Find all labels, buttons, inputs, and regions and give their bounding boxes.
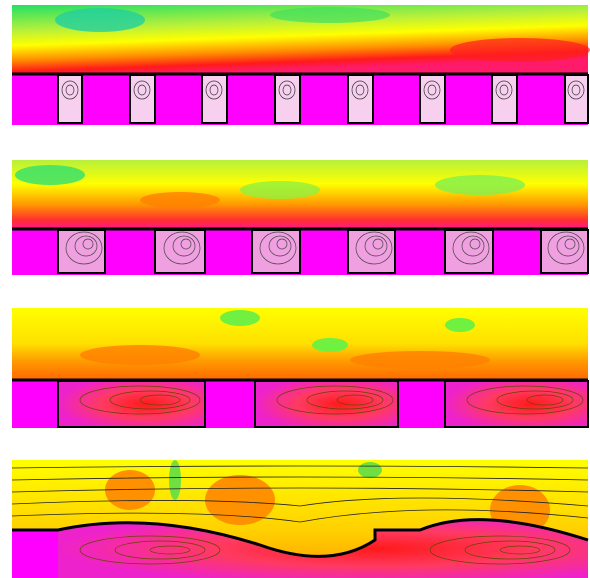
cavity xyxy=(348,230,395,273)
panel-2 xyxy=(12,160,588,275)
flow-blob xyxy=(80,345,200,365)
cavities xyxy=(58,381,588,427)
flow-blob xyxy=(220,310,260,326)
flow-blob xyxy=(15,165,85,185)
cavity xyxy=(58,381,205,427)
cavity xyxy=(445,381,588,427)
flow-blob xyxy=(358,462,382,478)
flow-blob xyxy=(270,7,390,23)
flow-blob xyxy=(435,175,525,195)
flow-blob xyxy=(312,338,348,352)
panel-1 xyxy=(12,5,590,125)
cavity xyxy=(58,230,105,273)
flow-field xyxy=(12,308,588,379)
panel-4 xyxy=(12,460,588,578)
flow-blob xyxy=(450,38,590,62)
flow-blob xyxy=(350,351,490,369)
flow-blob xyxy=(240,181,320,199)
page xyxy=(0,0,590,578)
figure xyxy=(0,0,590,578)
flow-blob xyxy=(445,318,475,332)
wall xyxy=(12,530,58,578)
flow-blob xyxy=(140,192,220,208)
panel-3 xyxy=(12,308,588,428)
cavity xyxy=(255,381,398,427)
flow-blob xyxy=(205,475,275,525)
flow-blob xyxy=(55,8,145,32)
